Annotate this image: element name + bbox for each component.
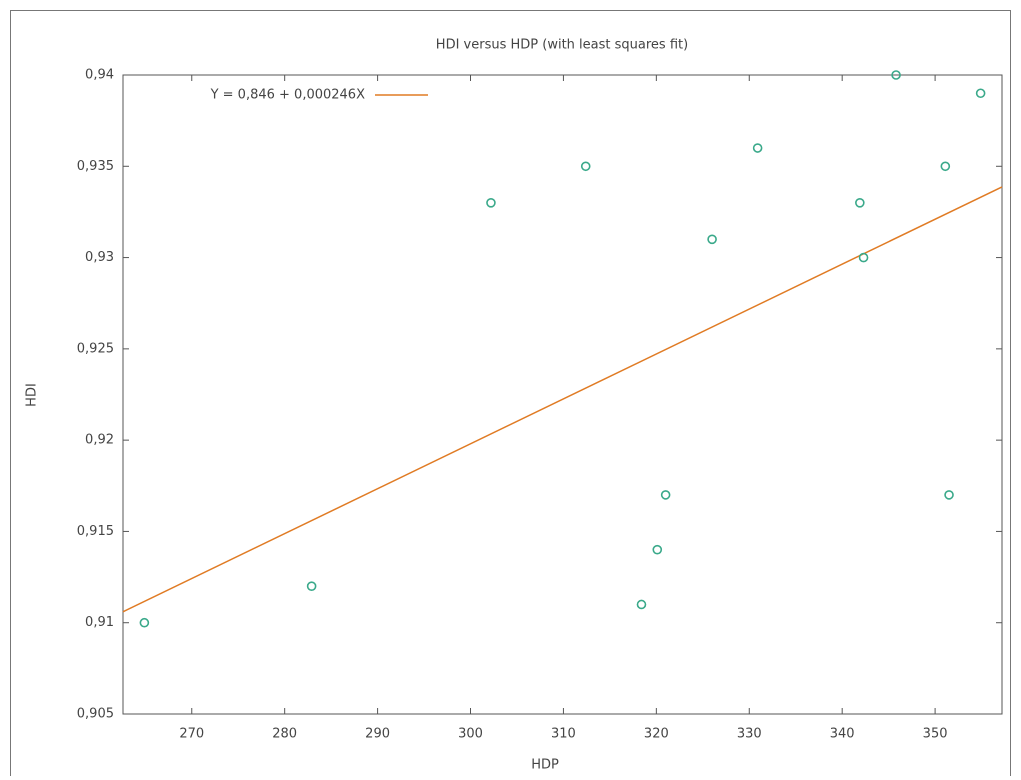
y-tick-label: 0,94 [85,68,114,83]
legend-label: Y = 0,846 + 0,000246X [210,88,366,103]
y-tick-label: 0,93 [85,250,114,265]
chart-title: HDI versus HDP (with least squares fit) [436,38,688,53]
fit-line [122,186,1003,613]
y-tick-label: 0,915 [77,524,114,539]
y-axis-label: HDI [25,383,40,407]
y-tick-label: 0,92 [85,433,114,448]
y-tick-label: 0,91 [85,615,114,630]
point [891,70,901,80]
point [855,198,865,208]
outer-border [10,10,1011,780]
x-tick-label: 290 [365,727,390,742]
point [940,161,951,172]
point [660,490,671,500]
point [944,490,954,500]
point [580,161,591,172]
point [139,617,150,628]
point [858,252,869,263]
point [975,88,986,99]
x-tick-label: 300 [458,727,483,742]
x-axis-label: HDP [531,758,559,773]
y-tick-label: 0,905 [77,707,114,722]
point [306,581,317,592]
point [752,143,763,153]
point [486,198,496,208]
y-tick-label: 0,935 [77,159,114,174]
x-tick-label: 270 [179,727,204,742]
point [652,544,663,555]
y-tick-label: 0,925 [77,341,114,356]
x-tick-label: 330 [737,727,762,742]
x-tick-label: 280 [272,727,297,742]
plot-frame [122,74,1003,715]
point [707,234,717,245]
x-tick-label: 350 [923,727,948,742]
x-tick-label: 310 [551,727,576,742]
x-tick-label: 320 [644,727,669,742]
point [636,599,647,610]
x-tick-label: 340 [830,727,855,742]
